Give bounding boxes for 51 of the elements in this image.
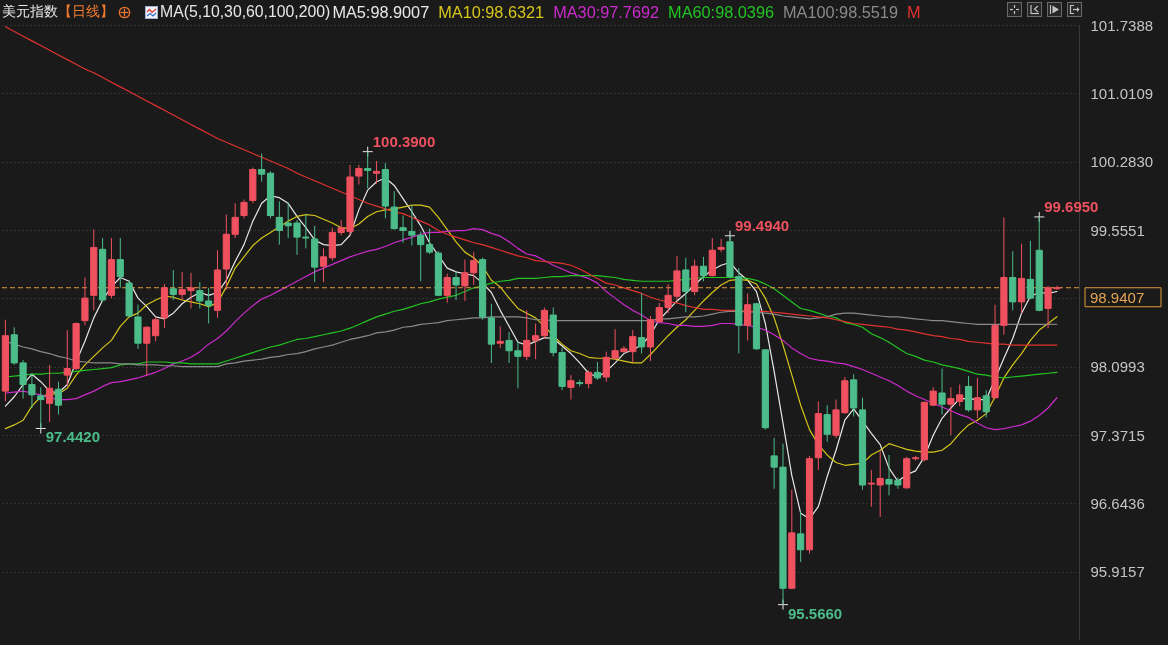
text: MA5:98.9007: [332, 2, 430, 22]
ref-line-label: 98.9407: [1090, 288, 1145, 306]
chart-title: 美元指数: [2, 3, 58, 21]
candlestick: [682, 257, 690, 313]
candlestick: [567, 374, 575, 401]
candlestick: [982, 389, 990, 418]
text: MA60:98.0396: [668, 2, 774, 22]
y-tick-label: 100.2830: [1090, 153, 1154, 171]
text: MA100:98.5519: [783, 2, 898, 22]
candlestick: [531, 322, 540, 360]
annotation: 100.3900: [372, 132, 436, 150]
candlestick: [240, 199, 248, 219]
candlestick: [425, 228, 434, 255]
candlestick: [116, 237, 124, 289]
y-tick-label: 101.0109: [1090, 84, 1154, 102]
annotation: 97.4420: [45, 428, 100, 446]
candlestick: [169, 269, 177, 301]
candlestick: [443, 273, 451, 304]
candlestick: [964, 375, 973, 413]
y-tick-label: 97.3715: [1090, 426, 1145, 444]
legend-title: MA(5,10,30,60,100,200): [160, 3, 331, 21]
y-tick-label: 96.6436: [1090, 494, 1145, 512]
candlestick: [54, 381, 63, 416]
text: MA30:97.7692: [553, 2, 660, 22]
candlestick: [717, 238, 725, 253]
text: M: [906, 2, 921, 22]
y-tick-label: 95.9157: [1090, 563, 1145, 581]
text: MA10:98.6321: [438, 2, 545, 22]
candlestick: [797, 510, 805, 563]
chart-subtitle: 【日线】: [58, 3, 114, 21]
annotation: 99.4940: [734, 216, 790, 234]
candlestick: [938, 368, 946, 416]
candlestick: [452, 270, 460, 301]
annotation: 99.6950: [1044, 197, 1099, 215]
candlestick: [699, 256, 708, 282]
candlestick: [372, 160, 381, 185]
candlestick: [46, 364, 54, 423]
candlestick: [823, 404, 831, 443]
y-tick-label: 101.7388: [1090, 16, 1154, 34]
candlestick: [744, 292, 752, 341]
candlestick: [496, 325, 504, 349]
candlestick: [1017, 243, 1026, 314]
candlestick: [258, 153, 266, 183]
candlestick: [973, 377, 981, 419]
candlestick: [638, 292, 646, 355]
candlestick: [81, 276, 89, 326]
y-tick-label: 98.0993: [1090, 358, 1145, 376]
candlestick: [523, 309, 531, 361]
candlestick: [319, 247, 328, 283]
y-tick-label: 99.5551: [1090, 221, 1145, 239]
annotation: 95.5660: [787, 604, 843, 622]
